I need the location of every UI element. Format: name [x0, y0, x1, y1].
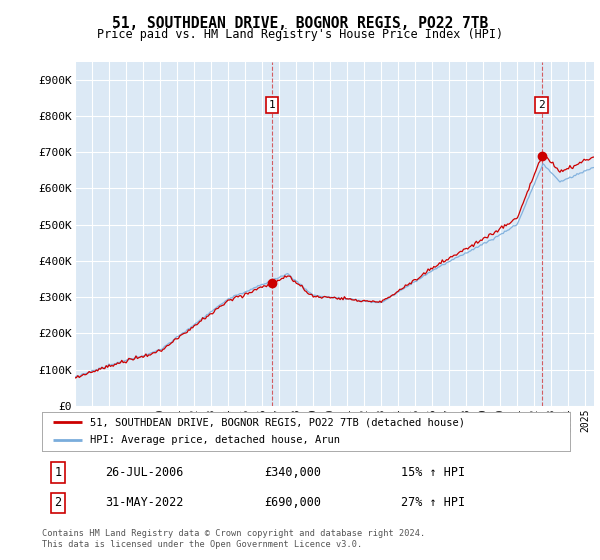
Text: £340,000: £340,000 — [264, 466, 321, 479]
Text: HPI: Average price, detached house, Arun: HPI: Average price, detached house, Arun — [89, 435, 340, 445]
Text: 27% ↑ HPI: 27% ↑ HPI — [401, 496, 465, 509]
Text: 2: 2 — [54, 496, 61, 509]
Text: Price paid vs. HM Land Registry's House Price Index (HPI): Price paid vs. HM Land Registry's House … — [97, 28, 503, 41]
Text: 15% ↑ HPI: 15% ↑ HPI — [401, 466, 465, 479]
Text: 51, SOUTHDEAN DRIVE, BOGNOR REGIS, PO22 7TB: 51, SOUTHDEAN DRIVE, BOGNOR REGIS, PO22 … — [112, 16, 488, 31]
Text: £690,000: £690,000 — [264, 496, 321, 509]
Text: 2: 2 — [538, 100, 545, 110]
Text: 51, SOUTHDEAN DRIVE, BOGNOR REGIS, PO22 7TB (detached house): 51, SOUTHDEAN DRIVE, BOGNOR REGIS, PO22 … — [89, 417, 464, 427]
Text: Contains HM Land Registry data © Crown copyright and database right 2024.
This d: Contains HM Land Registry data © Crown c… — [42, 529, 425, 549]
Text: 1: 1 — [54, 466, 61, 479]
Text: 31-MAY-2022: 31-MAY-2022 — [106, 496, 184, 509]
Text: 1: 1 — [269, 100, 275, 110]
Text: 26-JUL-2006: 26-JUL-2006 — [106, 466, 184, 479]
